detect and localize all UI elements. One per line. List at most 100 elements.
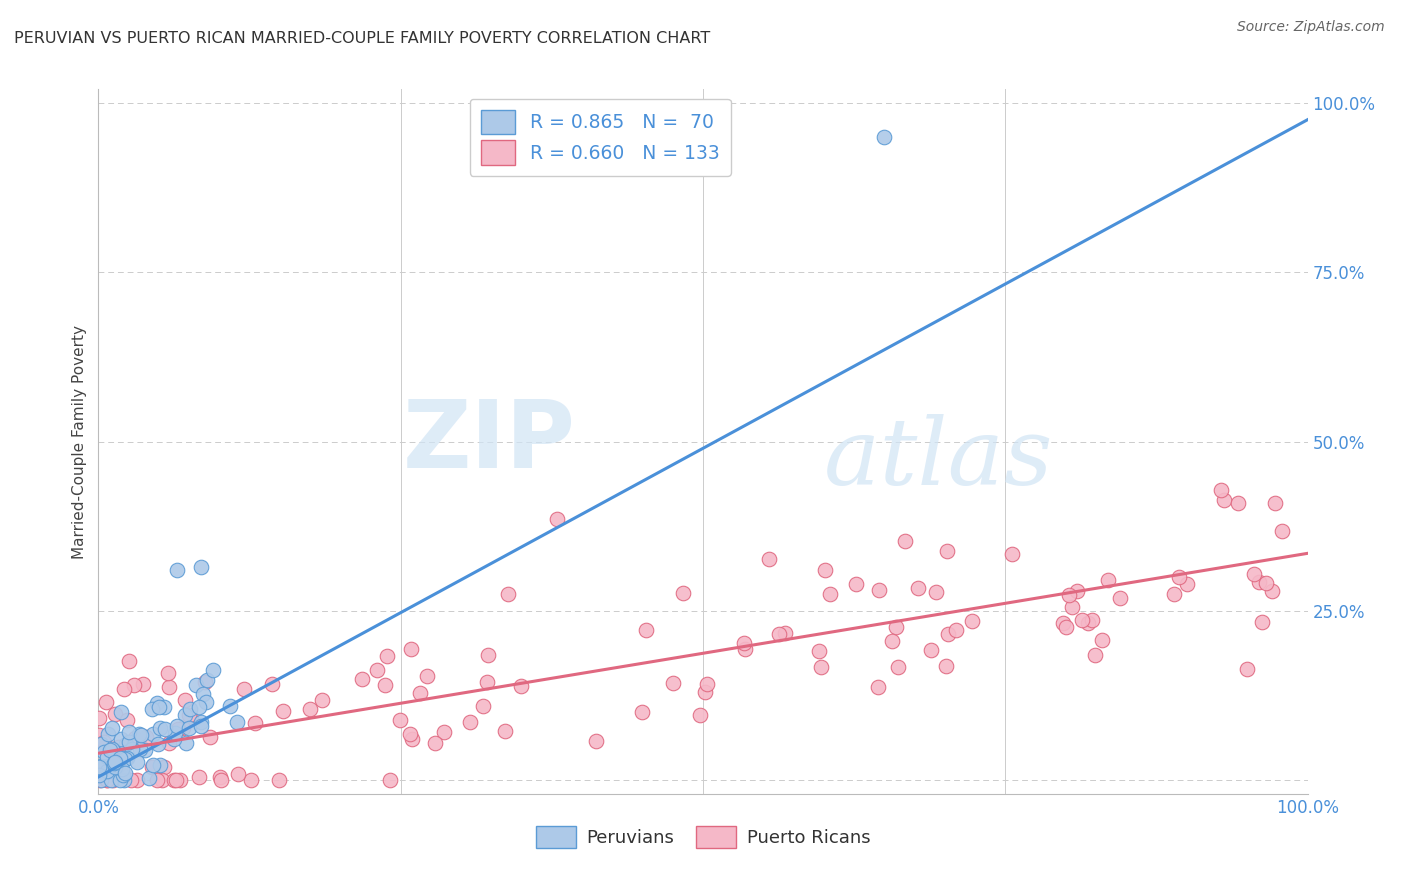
Point bbox=[172, 721, 194, 735]
Point bbox=[1243, 566, 1265, 581]
Point bbox=[945, 623, 967, 637]
Point bbox=[142, 757, 165, 772]
Point bbox=[1264, 495, 1286, 509]
Point bbox=[1097, 573, 1119, 587]
Point bbox=[104, 761, 127, 775]
Point bbox=[179, 721, 201, 735]
Point bbox=[180, 711, 202, 725]
Point bbox=[868, 680, 890, 694]
Text: Source: ZipAtlas.com: Source: ZipAtlas.com bbox=[1237, 20, 1385, 34]
Point bbox=[962, 614, 984, 628]
Point bbox=[662, 675, 685, 690]
Point bbox=[202, 663, 225, 677]
Point bbox=[118, 735, 141, 749]
Point bbox=[1271, 524, 1294, 539]
Point bbox=[509, 679, 531, 693]
Point bbox=[152, 760, 174, 774]
Point bbox=[153, 722, 176, 736]
Point bbox=[1261, 583, 1284, 598]
Point bbox=[232, 681, 254, 696]
Point bbox=[93, 735, 115, 749]
Point bbox=[89, 771, 111, 785]
Point bbox=[1054, 620, 1077, 634]
Point bbox=[141, 702, 163, 716]
Point bbox=[1175, 577, 1198, 591]
Point bbox=[87, 711, 110, 725]
Point bbox=[1108, 591, 1130, 605]
Point bbox=[138, 771, 160, 785]
Point bbox=[187, 771, 209, 785]
Point bbox=[98, 764, 121, 779]
Point bbox=[1001, 547, 1024, 561]
Point bbox=[1066, 583, 1088, 598]
Point bbox=[1213, 493, 1236, 508]
Point bbox=[814, 563, 837, 577]
Point bbox=[103, 773, 125, 788]
Point bbox=[758, 551, 780, 566]
Point bbox=[157, 736, 180, 750]
Point bbox=[271, 704, 294, 718]
Point bbox=[190, 714, 212, 729]
Point bbox=[103, 756, 125, 770]
Point bbox=[1250, 615, 1272, 629]
Point bbox=[1167, 569, 1189, 583]
Point bbox=[925, 584, 948, 599]
Point bbox=[634, 623, 657, 637]
Point bbox=[127, 755, 149, 769]
Point bbox=[239, 773, 262, 788]
Point bbox=[104, 755, 127, 769]
Point bbox=[432, 725, 454, 739]
Point bbox=[378, 773, 401, 788]
Point bbox=[114, 752, 136, 766]
Point bbox=[89, 768, 111, 782]
Point bbox=[141, 760, 163, 774]
Point bbox=[87, 760, 110, 774]
Point bbox=[375, 649, 398, 664]
Point bbox=[132, 677, 155, 691]
Point bbox=[262, 676, 284, 690]
Point bbox=[585, 733, 607, 747]
Point bbox=[96, 773, 118, 788]
Point bbox=[163, 773, 186, 788]
Point bbox=[631, 706, 654, 720]
Point bbox=[884, 620, 907, 634]
Point bbox=[195, 673, 218, 687]
Point bbox=[89, 728, 111, 742]
Point bbox=[546, 511, 568, 525]
Point bbox=[734, 642, 756, 657]
Point bbox=[409, 686, 432, 700]
Point bbox=[920, 643, 942, 657]
Point bbox=[150, 773, 173, 788]
Point bbox=[399, 642, 422, 657]
Point bbox=[1254, 576, 1277, 591]
Point bbox=[114, 766, 136, 780]
Point bbox=[166, 563, 188, 577]
Point bbox=[184, 678, 207, 692]
Point bbox=[96, 764, 118, 779]
Point bbox=[311, 693, 333, 707]
Point bbox=[135, 730, 157, 744]
Point bbox=[98, 743, 121, 757]
Point bbox=[1227, 496, 1250, 510]
Point bbox=[208, 770, 231, 784]
Point bbox=[177, 708, 200, 723]
Point bbox=[103, 706, 125, 721]
Point bbox=[124, 731, 146, 746]
Point bbox=[935, 659, 957, 673]
Legend: Peruvians, Puerto Ricans: Peruvians, Puerto Ricans bbox=[529, 819, 877, 855]
Point bbox=[174, 693, 197, 707]
Point bbox=[167, 722, 190, 736]
Point bbox=[148, 737, 170, 751]
Point bbox=[768, 626, 790, 640]
Point bbox=[89, 773, 111, 788]
Point bbox=[494, 724, 516, 739]
Point bbox=[121, 742, 143, 756]
Point bbox=[873, 129, 896, 144]
Point bbox=[807, 644, 830, 658]
Point bbox=[190, 719, 212, 733]
Point bbox=[112, 773, 135, 788]
Point bbox=[128, 742, 150, 756]
Point bbox=[105, 758, 128, 772]
Point bbox=[107, 739, 129, 754]
Point bbox=[122, 678, 145, 692]
